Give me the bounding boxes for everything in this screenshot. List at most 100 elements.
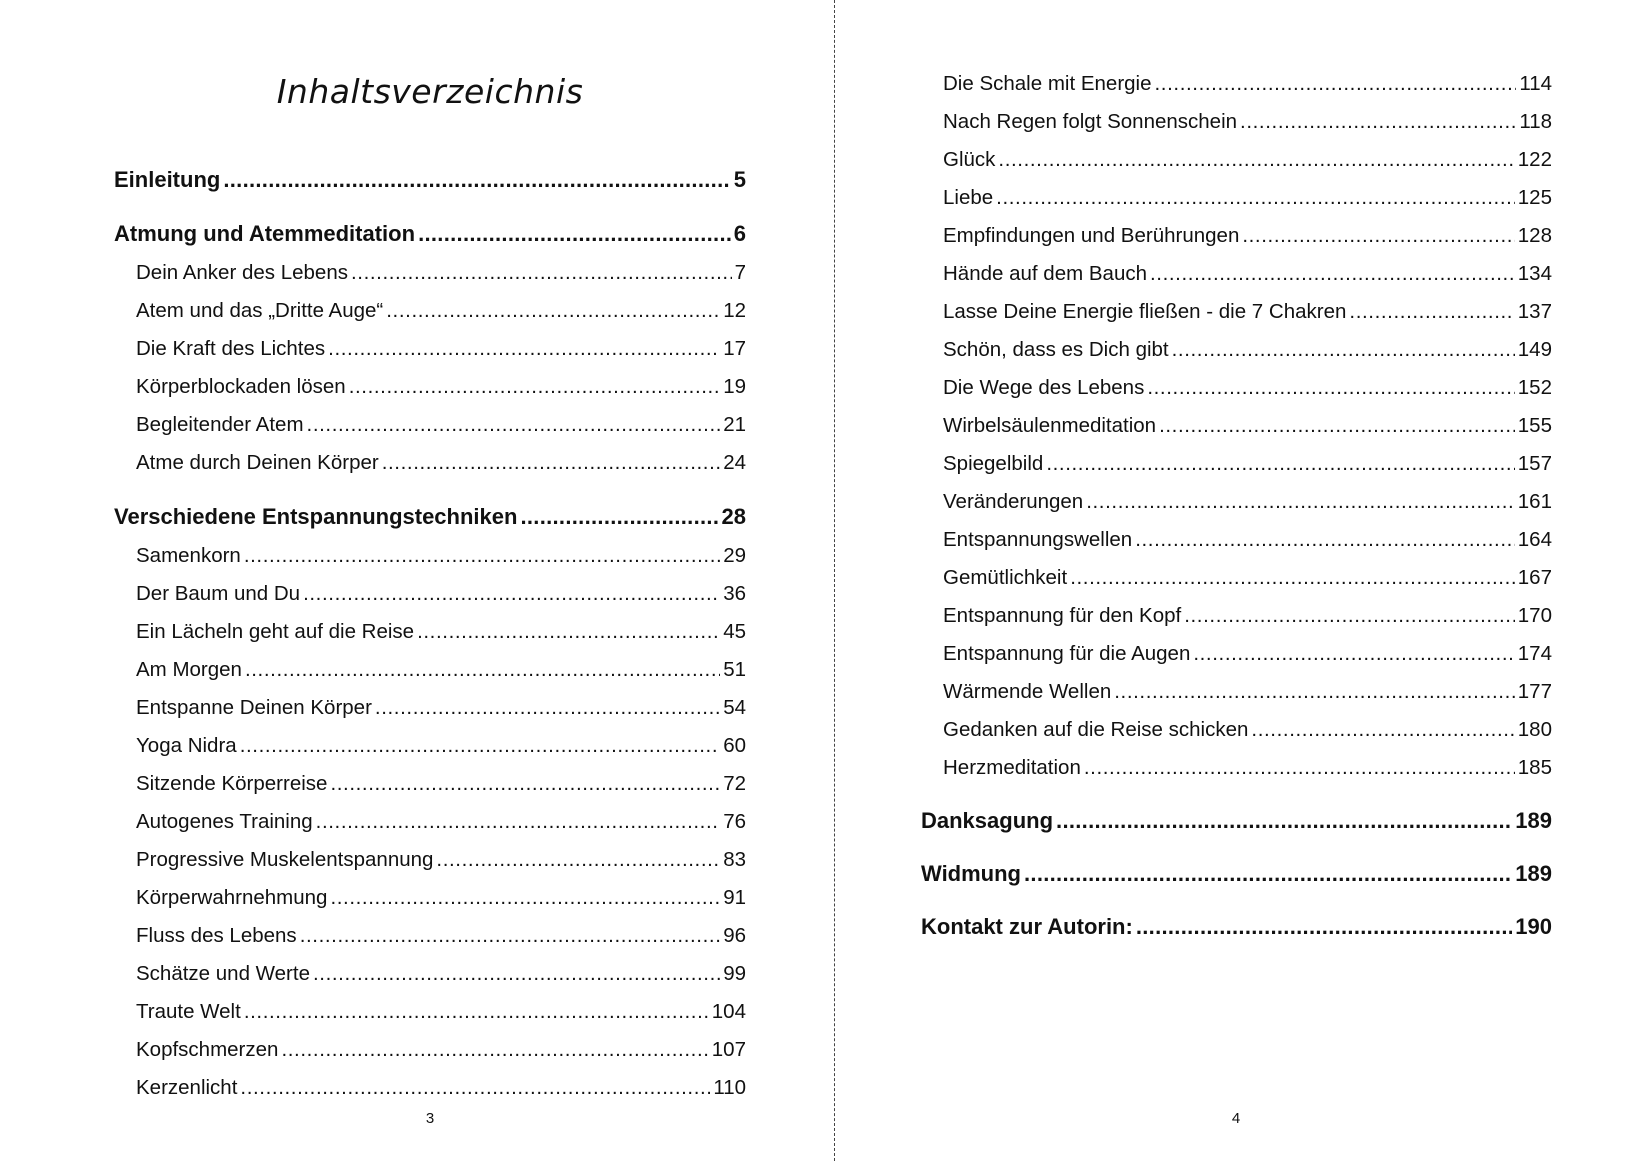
toc-entry-title: Verschiedene Entspannungstechniken: [114, 504, 518, 529]
toc-entry-page: 110: [713, 1076, 746, 1099]
dot-leader: [1147, 369, 1514, 407]
toc-entry-section[interactable]: Die Kraft des Lichtes 17: [136, 330, 746, 368]
toc-entry-section[interactable]: Sitzende Körperreise 72: [136, 765, 746, 803]
toc-entry-section[interactable]: Die Wege des Lebens 152: [943, 369, 1552, 407]
dot-leader: [996, 179, 1515, 217]
toc-entry-title: Körperblockaden lösen: [136, 375, 346, 398]
toc-entry-page: 122: [1517, 148, 1552, 171]
toc-entry-section[interactable]: Gemütlichkeit 167: [943, 559, 1552, 597]
toc-entry-title: Schön, dass es Dich gibt: [943, 338, 1169, 361]
toc-entry-page: 76: [723, 810, 746, 833]
dot-leader: [330, 765, 720, 803]
toc-entry-section[interactable]: Körperblockaden lösen 19: [136, 368, 746, 406]
toc-entry-section[interactable]: Samenkorn 29: [136, 537, 746, 575]
toc-entry-title: Entspannungswellen: [943, 528, 1133, 551]
dot-leader: [1155, 65, 1517, 103]
dot-leader: [300, 917, 721, 955]
dot-leader: [520, 498, 718, 536]
toc-entry-section[interactable]: Am Morgen 51: [136, 651, 746, 689]
toc-entry-title: Fluss des Lebens: [136, 924, 297, 947]
toc-entry-section[interactable]: Entspannung für die Augen 174: [943, 635, 1552, 673]
dot-leader: [303, 575, 720, 613]
toc-entry-title: Entspannung für die Augen: [943, 642, 1191, 665]
toc-entry-section[interactable]: Nach Regen folgt Sonnenschein 118: [943, 103, 1552, 141]
dot-leader: [1135, 521, 1515, 559]
toc-entry-section[interactable]: Wärmende Wellen 177: [943, 673, 1552, 711]
toc-entry-title: Einleitung: [114, 167, 221, 192]
toc-entry-page: 189: [1515, 861, 1552, 886]
toc-entry-section[interactable]: Kerzenlicht 110: [136, 1069, 746, 1107]
toc-entry-title: Körperwahrnehmung: [136, 886, 328, 909]
toc-entry-title: Widmung: [921, 861, 1021, 886]
toc-entry-title: Kontakt zur Autorin:: [921, 914, 1133, 939]
dot-leader: [1086, 483, 1515, 521]
dot-leader: [1114, 673, 1515, 711]
toc-entry-section[interactable]: Atem und das „Dritte Auge“ 12: [136, 292, 746, 330]
toc-entry-title: Gedanken auf die Reise schicken: [943, 718, 1249, 741]
dot-leader: [1159, 407, 1515, 445]
toc-entry-section[interactable]: Empfindungen und Berührungen 128: [943, 217, 1552, 255]
toc-entry-section[interactable]: Veränderungen 161: [943, 483, 1552, 521]
toc-entry-section[interactable]: Spiegelbild 157: [943, 445, 1552, 483]
dot-leader: [1150, 255, 1515, 293]
toc-entry-chapter[interactable]: Widmung 189: [921, 855, 1552, 893]
toc-entry-page: 36: [723, 582, 746, 605]
toc-entry-page: 5: [733, 167, 746, 192]
toc-entry-section[interactable]: Fluss des Lebens 96: [136, 917, 746, 955]
toc-entry-section[interactable]: Liebe 125: [943, 179, 1552, 217]
toc-entry-title: Dein Anker des Lebens: [136, 261, 348, 284]
toc-entry-section[interactable]: Schön, dass es Dich gibt 149: [943, 331, 1552, 369]
toc-entry-section[interactable]: Autogenes Training 76: [136, 803, 746, 841]
toc-entry-section[interactable]: Schätze und Werte 99: [136, 955, 746, 993]
toc-entry-section[interactable]: Die Schale mit Energie 114: [943, 65, 1552, 103]
dot-leader: [1242, 217, 1514, 255]
toc-entry-chapter[interactable]: Atmung und Atemmeditation 6: [114, 215, 746, 253]
toc-entry-title: Wirbelsäulenmeditation: [943, 414, 1157, 437]
toc-entry-page: 125: [1517, 186, 1552, 209]
toc-entry-page: 91: [723, 886, 746, 909]
toc-entry-page: 164: [1517, 528, 1552, 551]
toc-entry-section[interactable]: Entspannung für den Kopf 170: [943, 597, 1552, 635]
toc-entry-page: 167: [1517, 566, 1552, 589]
toc-entry-title: Yoga Nidra: [136, 734, 237, 757]
toc-entry-page: 134: [1517, 262, 1552, 285]
toc-entry-section[interactable]: Der Baum und Du 36: [136, 575, 746, 613]
toc-entry-page: 17: [723, 337, 746, 360]
toc-entry-page: 54: [723, 696, 746, 719]
toc-entry-section[interactable]: Glück 122: [943, 141, 1552, 179]
toc-entry-page: 107: [711, 1038, 746, 1061]
toc-entry-section[interactable]: Yoga Nidra 60: [136, 727, 746, 765]
toc-entry-title: Entspannung für den Kopf: [943, 604, 1182, 627]
toc-entry-section[interactable]: Herzmeditation 185: [943, 749, 1552, 787]
toc-entry-page: 104: [711, 1000, 746, 1023]
toc-entry-chapter[interactable]: Danksagung 189: [921, 802, 1552, 840]
dot-leader: [351, 254, 732, 292]
toc-entry-section[interactable]: Dein Anker des Lebens 7: [136, 254, 746, 292]
toc-entry-section[interactable]: Lasse Deine Energie fließen - die 7 Chak…: [943, 293, 1552, 331]
toc-entry-chapter[interactable]: Einleitung 5: [114, 161, 746, 199]
toc-entry-section[interactable]: Ein Lächeln geht auf die Reise 45: [136, 613, 746, 651]
toc-entry-chapter[interactable]: Verschiedene Entspannungstechniken 28: [114, 498, 746, 536]
dot-leader: [1349, 293, 1514, 331]
dot-leader: [998, 141, 1514, 179]
toc-entry-section[interactable]: Entspanne Deinen Körper 54: [136, 689, 746, 727]
dot-leader: [281, 1031, 708, 1069]
toc-entry-section[interactable]: Wirbelsäulenmeditation 155: [943, 407, 1552, 445]
toc-entry-section[interactable]: Entspannungswellen 164: [943, 521, 1552, 559]
left-page: Inhaltsverzeichnis Einleitung 5 Atmung und…: [0, 0, 834, 1161]
toc-entry-title: Ein Lächeln geht auf die Reise: [136, 620, 415, 643]
toc-entry-section[interactable]: Atme durch Deinen Körper 24: [136, 444, 746, 482]
dot-leader: [240, 1069, 710, 1107]
toc-entry-section[interactable]: Körperwahrnehmung 91: [136, 879, 746, 917]
toc-entry-section[interactable]: Gedanken auf die Reise schicken 180: [943, 711, 1552, 749]
toc-entry-section[interactable]: Kopfschmerzen 107: [136, 1031, 746, 1069]
toc-entry-section[interactable]: Begleitender Atem 21: [136, 406, 746, 444]
toc-entry-chapter[interactable]: Kontakt zur Autorin: 190: [921, 908, 1552, 946]
toc-entry-page: 161: [1517, 490, 1552, 513]
page-number-left: 3: [425, 1110, 435, 1127]
toc-entry-section[interactable]: Progressive Muskelentspannung 83: [136, 841, 746, 879]
toc-entry-section[interactable]: Hände auf dem Bauch 134: [943, 255, 1552, 293]
toc-entry-section[interactable]: Traute Welt 104: [136, 993, 746, 1031]
dot-leader: [307, 406, 721, 444]
toc-entry-page: 51: [723, 658, 746, 681]
